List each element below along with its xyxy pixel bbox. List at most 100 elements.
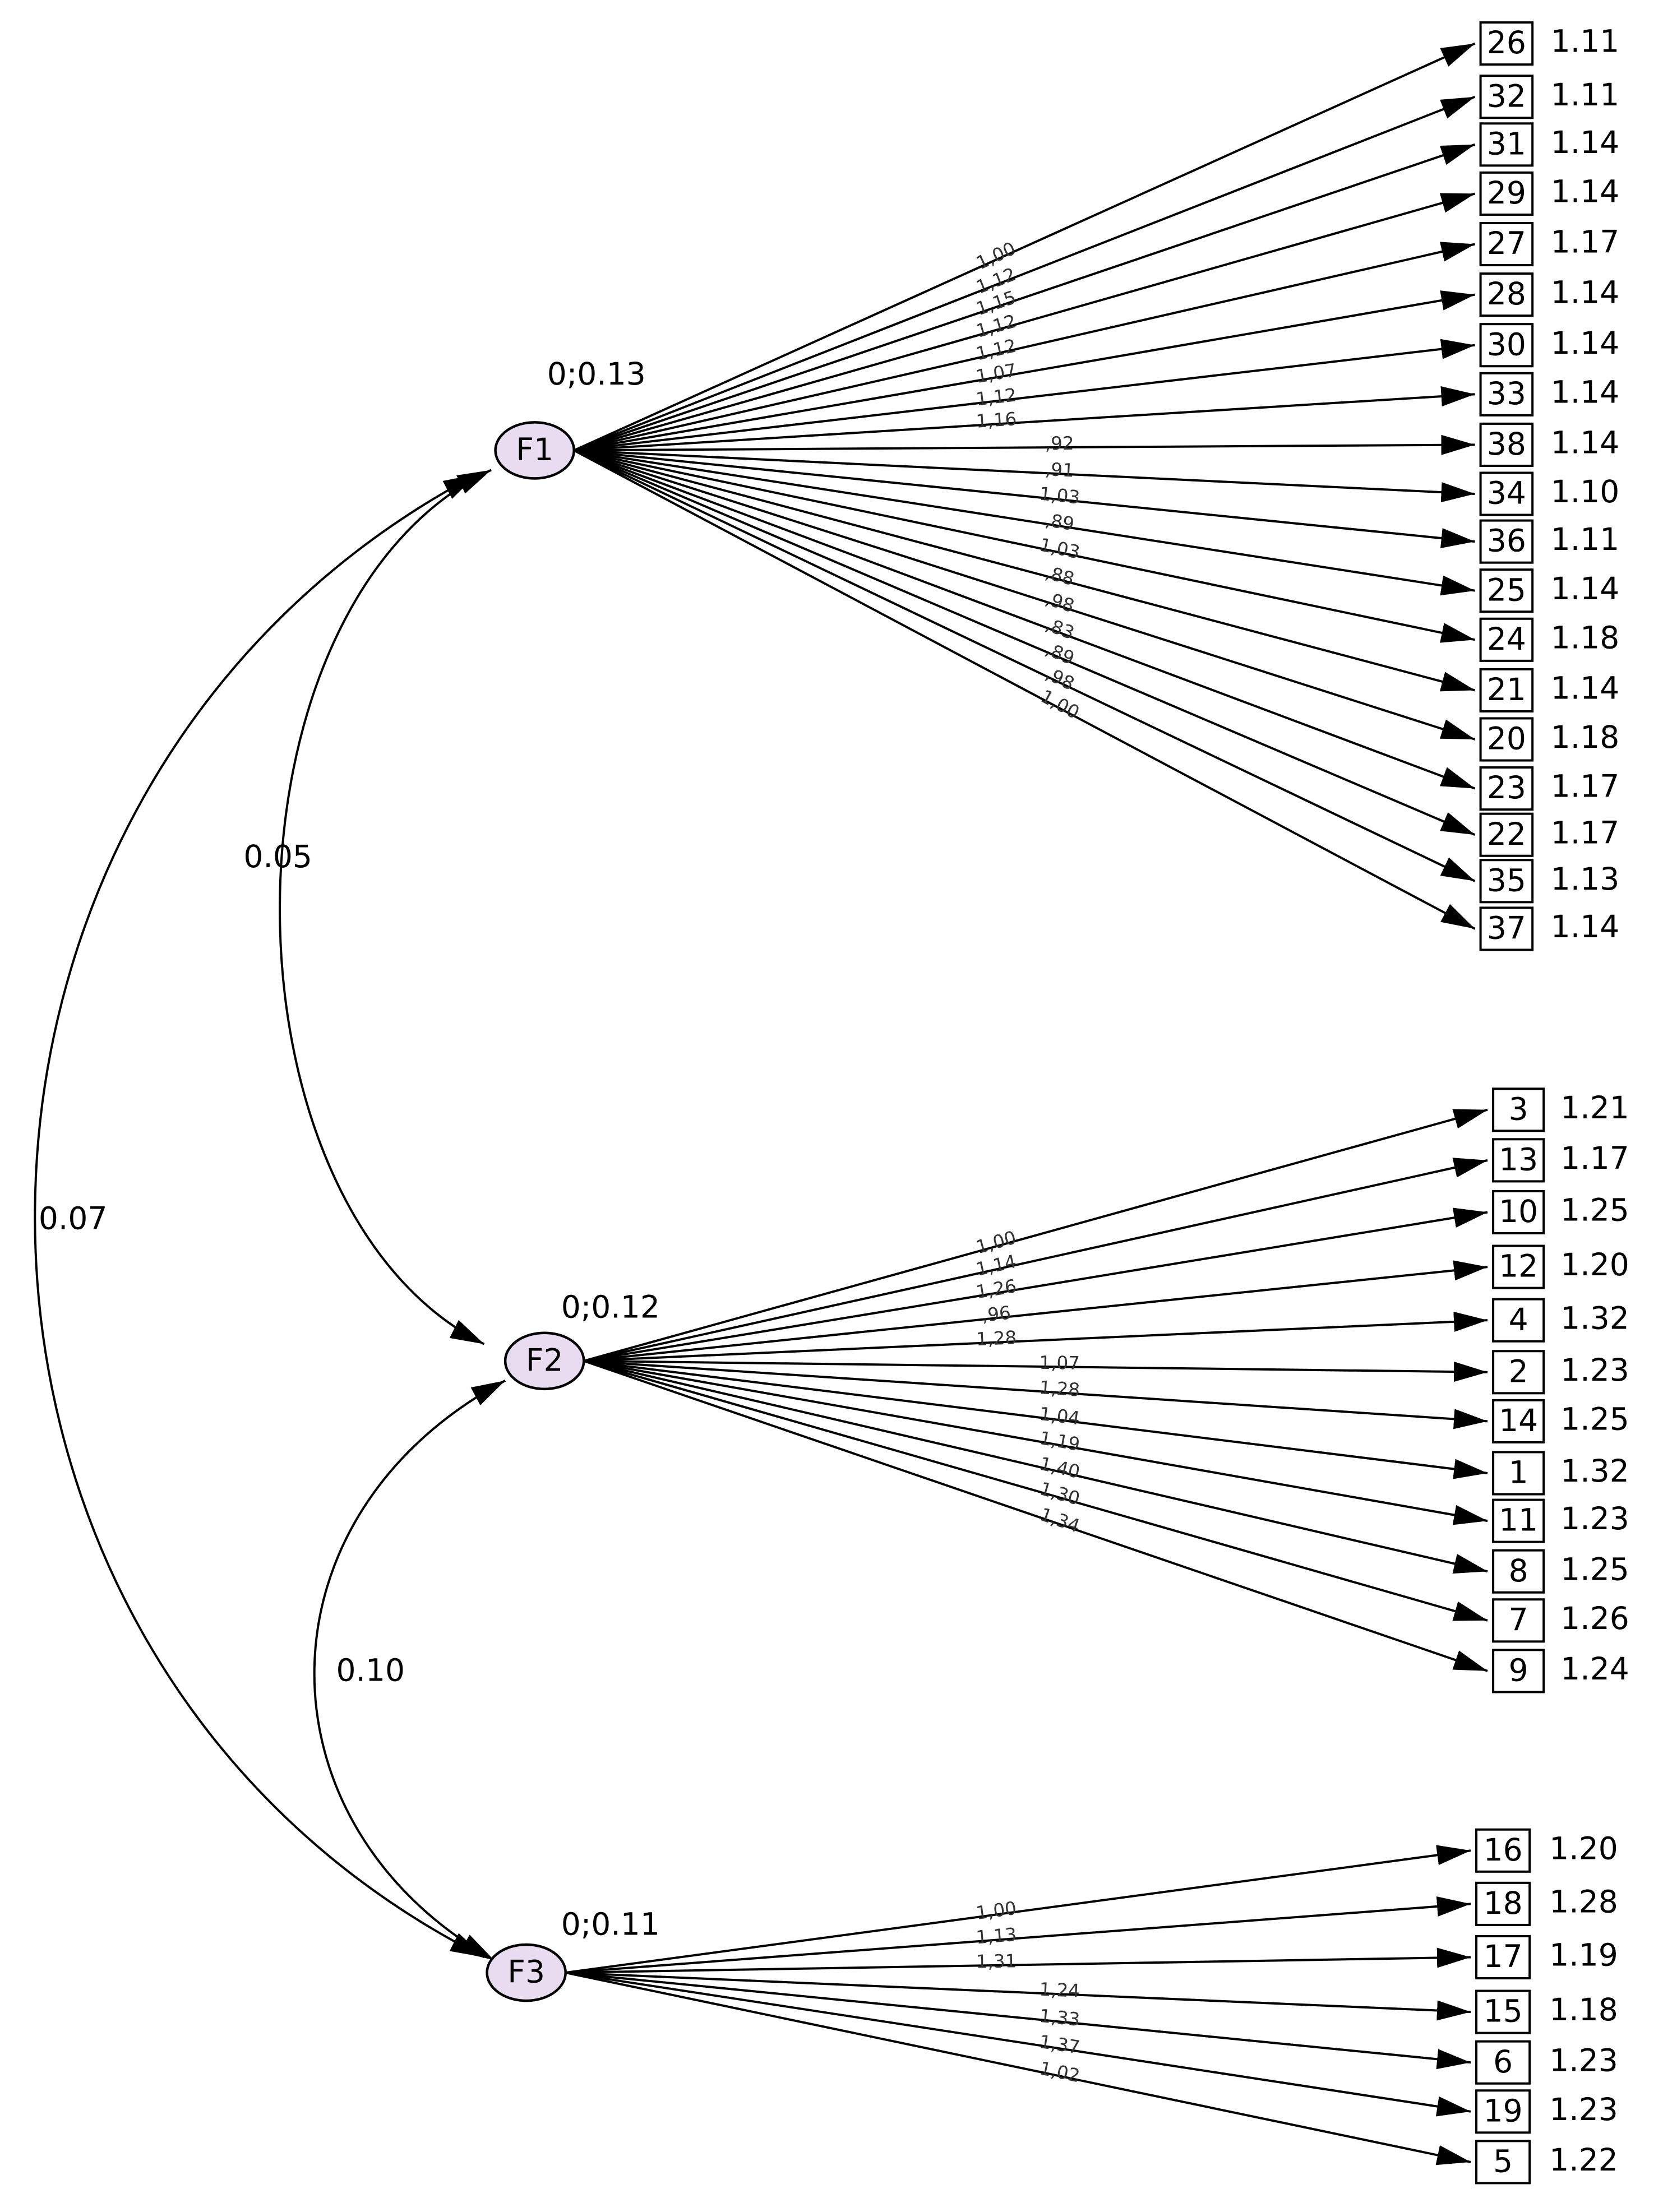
- item-value: 1.14: [1551, 670, 1620, 706]
- item-label: 34: [1487, 475, 1526, 511]
- item-label: 19: [1484, 2093, 1523, 2128]
- item-label: 36: [1487, 523, 1526, 559]
- loading-label: 1,12: [975, 384, 1018, 410]
- loading-label: ,96: [981, 1302, 1011, 1326]
- factor-node: [494, 421, 575, 480]
- loading-arrow: [583, 1359, 1488, 1574]
- item-label: 9: [1509, 1653, 1528, 1688]
- factor-node: [486, 1943, 567, 2002]
- loading-arrow: [574, 449, 1476, 790]
- item-box: [1479, 766, 1534, 811]
- loading-arrow: [574, 242, 1476, 452]
- factor-variance: 0;0.12: [561, 1289, 660, 1325]
- item-label: 11: [1499, 1502, 1538, 1538]
- item-value: 1.18: [1551, 619, 1620, 655]
- item-label: 23: [1487, 770, 1526, 806]
- item-box: [1479, 422, 1534, 467]
- loading-arrow: [573, 95, 1476, 452]
- item-box: [1479, 75, 1534, 119]
- item-box: [1479, 21, 1534, 66]
- loading-arrow: [574, 449, 1475, 643]
- item-value: 1.13: [1551, 861, 1620, 897]
- item-value: 1.14: [1551, 174, 1620, 210]
- item-label: 25: [1487, 572, 1526, 608]
- covariance-arrow: [34, 473, 485, 1959]
- loading-arrow: [573, 449, 1476, 836]
- item-box: [1492, 1399, 1545, 1443]
- item-label: 15: [1484, 1993, 1523, 2029]
- item-value: 1.17: [1551, 815, 1620, 850]
- factor-label: F3: [507, 1954, 545, 1990]
- item-box: [1492, 1350, 1545, 1395]
- loading-label: ,83: [1043, 614, 1078, 644]
- item-box: [1475, 1989, 1531, 2034]
- loading-label: 1,28: [1038, 1377, 1080, 1401]
- item-value: 1.14: [1551, 909, 1620, 945]
- factor-variance: 0;0.13: [547, 356, 646, 392]
- item-value: 1.26: [1560, 1600, 1629, 1636]
- loading-label: 1,28: [976, 1327, 1017, 1350]
- loading-label: 1,02: [1038, 2057, 1082, 2086]
- item-box: [1475, 2040, 1531, 2085]
- item-label: 32: [1487, 78, 1526, 114]
- item-value: 1.25: [1560, 1192, 1629, 1228]
- item-label: 17: [1484, 1938, 1523, 1974]
- item-box: [1492, 1451, 1545, 1496]
- loading-label: 1,31: [976, 1950, 1017, 1972]
- loading-arrow: [583, 1359, 1488, 1622]
- item-label: 35: [1487, 862, 1526, 898]
- item-label: 29: [1487, 175, 1526, 211]
- loading-arrow: [574, 449, 1476, 692]
- covariance-label: 0.05: [243, 839, 312, 874]
- covariance-arrow: [313, 1380, 506, 1961]
- item-box: [1479, 859, 1534, 904]
- loading-arrow: [574, 449, 1475, 596]
- item-label: 5: [1493, 2144, 1513, 2179]
- item-box: [1492, 1244, 1545, 1289]
- loading-arrow: [574, 386, 1475, 452]
- item-value: 1.25: [1560, 1551, 1629, 1587]
- item-label: 37: [1487, 910, 1526, 946]
- item-box: [1475, 2089, 1531, 2134]
- loading-arrow: [574, 434, 1475, 455]
- item-label: 10: [1499, 1193, 1538, 1229]
- loading-arrow: [565, 1972, 1471, 2117]
- item-box: [1492, 1138, 1545, 1183]
- item-value: 1.23: [1549, 2091, 1618, 2127]
- item-label: 27: [1487, 225, 1526, 261]
- loading-arrow: [574, 449, 1475, 548]
- item-value: 1.23: [1549, 2042, 1618, 2078]
- item-label: 33: [1487, 376, 1526, 411]
- item-label: 30: [1487, 326, 1526, 362]
- loading-arrow: [565, 1972, 1471, 2021]
- item-box: [1479, 617, 1534, 662]
- loading-label: 1,16: [976, 408, 1018, 432]
- loading-arrow: [574, 143, 1476, 452]
- item-box: [1479, 171, 1534, 216]
- loading-arrow: [565, 1896, 1471, 1974]
- item-box: [1479, 122, 1534, 167]
- item-value: 1.10: [1551, 474, 1620, 510]
- covariance-arrow: [279, 469, 492, 1345]
- covariance-label: 0.07: [39, 1201, 108, 1237]
- item-label: 8: [1509, 1553, 1528, 1589]
- loading-arrow: [583, 1359, 1488, 1525]
- item-value: 1.21: [1560, 1090, 1629, 1126]
- item-box: [1479, 812, 1534, 857]
- loading-arrow: [574, 339, 1475, 452]
- item-value: 1.19: [1549, 1937, 1618, 1973]
- item-label: 26: [1487, 25, 1526, 61]
- item-label: 13: [1499, 1141, 1538, 1177]
- item-value: 1.18: [1549, 1992, 1618, 2028]
- loading-arrow: [583, 1359, 1488, 1672]
- loading-label: ,98: [1043, 587, 1077, 617]
- item-box: [1492, 1598, 1545, 1643]
- item-value: 1.14: [1551, 124, 1620, 160]
- item-box: [1492, 1190, 1545, 1235]
- item-box: [1479, 471, 1534, 516]
- loading-label: 1,19: [1038, 1427, 1082, 1455]
- item-value: 1.32: [1560, 1300, 1629, 1336]
- loading-label: 1,24: [1039, 1979, 1080, 2002]
- item-box: [1479, 568, 1534, 613]
